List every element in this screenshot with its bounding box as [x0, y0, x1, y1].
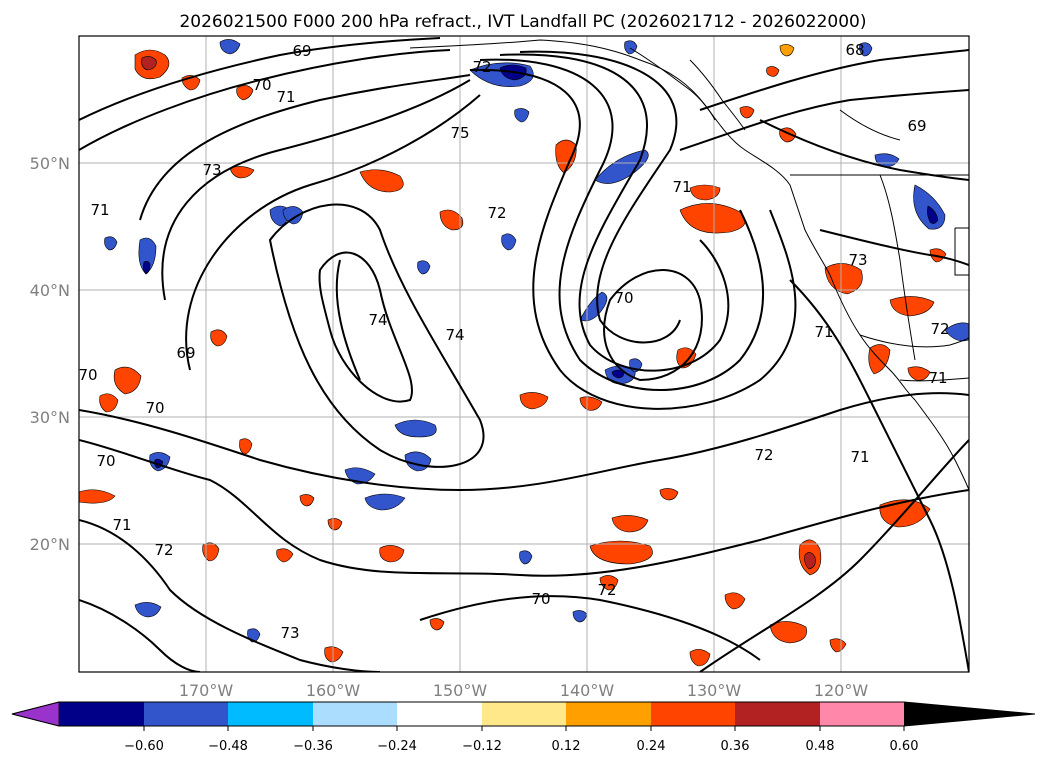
- colorbar-segment: [59, 702, 144, 726]
- lon-label-150w: 150°W: [433, 681, 488, 700]
- contour-label: 69: [907, 117, 926, 135]
- lat-label-50n: 50°N: [30, 154, 70, 173]
- contour-label: 71: [112, 516, 131, 534]
- lon-label-130w: 130°W: [687, 681, 742, 700]
- colorbar-segment: [482, 702, 566, 726]
- contour-label: 74: [368, 311, 387, 329]
- lat-label-20n: 20°N: [30, 535, 70, 554]
- contour-label: 71: [814, 323, 833, 341]
- map-area: 69 68 70 71 72 69 73 75 71 73 72 74 74 6…: [78, 35, 970, 673]
- contour-label: 74: [445, 326, 464, 344]
- colorbar-ticks: [143, 726, 905, 731]
- colorbar-segment: [651, 702, 735, 726]
- contour-label: 72: [930, 320, 949, 338]
- lat-label-40n: 40°N: [30, 281, 70, 300]
- contour-lines: [79, 37, 969, 672]
- contour-label: 71: [928, 369, 947, 387]
- contour-label: 73: [848, 251, 867, 269]
- colorbar-segment: [144, 702, 228, 726]
- contour-label: 75: [450, 124, 469, 142]
- colorbar-tick-label: −0.60: [124, 739, 164, 754]
- contour-label: 69: [176, 344, 195, 362]
- colorbar-segment: [566, 702, 651, 726]
- contour-label: 68: [845, 41, 864, 59]
- contour-label: 71: [850, 448, 869, 466]
- contour-labels: 69 68 70 71 72 69 73 75 71 73 72 74 74 6…: [78, 41, 950, 642]
- map-frame: [78, 35, 970, 673]
- colorbar-segment: [313, 702, 397, 726]
- colorbar-tick-label: −0.36: [293, 739, 333, 754]
- colorbar-tick-labels: −0.60 −0.48 −0.36 −0.24 −0.12 0.12 0.24 …: [124, 739, 918, 754]
- longitude-labels: 170°W 160°W 150°W 140°W 130°W 120°W: [179, 681, 869, 700]
- contour-label: 70: [531, 590, 550, 608]
- lon-label-140w: 140°W: [560, 681, 615, 700]
- contour-label: 70: [614, 289, 633, 307]
- colorbar-tick-label: −0.12: [462, 739, 502, 754]
- contour-label: 70: [96, 452, 115, 470]
- map-title: 2026021500 F000 200 hPa refract., IVT La…: [179, 12, 866, 32]
- map-background: [79, 36, 969, 672]
- colorbar-tick-label: 0.48: [806, 739, 835, 754]
- contour-label: 71: [90, 201, 109, 219]
- colorbar-tick-label: −0.24: [377, 739, 417, 754]
- contour-label: 72: [487, 204, 506, 222]
- lon-label-160w: 160°W: [306, 681, 361, 700]
- colorbar-tick-label: −0.48: [208, 739, 248, 754]
- colorbar-extend-min: [11, 701, 60, 727]
- colorbar-segment: [735, 702, 820, 726]
- coastlines: [409, 39, 969, 491]
- colorbar-segment: [397, 702, 482, 726]
- contour-label: 71: [672, 178, 691, 196]
- contour-label: 70: [252, 76, 271, 94]
- contour-label: 70: [78, 366, 97, 384]
- lat-label-30n: 30°N: [30, 408, 70, 427]
- contour-label: 71: [276, 88, 295, 106]
- lon-label-120w: 120°W: [814, 681, 869, 700]
- contour-label: 72: [754, 446, 773, 464]
- positive-anomaly-blobs: [79, 44, 947, 667]
- lon-label-170w: 170°W: [179, 681, 234, 700]
- contour-label: 73: [202, 161, 221, 179]
- colorbar: −0.60 −0.48 −0.36 −0.24 −0.12 0.12 0.24 …: [11, 701, 1036, 754]
- contour-label: 72: [597, 581, 616, 599]
- contour-label: 69: [292, 42, 311, 60]
- colorbar-tick-label: 0.12: [552, 739, 581, 754]
- colorbar-tick-label: 0.60: [890, 739, 919, 754]
- colorbar-tick-label: 0.36: [721, 739, 750, 754]
- colorbar-segment: [820, 702, 904, 726]
- colorbar-extend-max: [904, 702, 1035, 726]
- contour-label: 73: [280, 624, 299, 642]
- contour-label: 72: [472, 58, 491, 76]
- contour-label: 72: [154, 541, 173, 559]
- gridlines: [79, 36, 969, 672]
- colorbar-segment: [228, 702, 313, 726]
- colorbar-tick-label: 0.24: [637, 739, 666, 754]
- contour-label: 70: [145, 399, 164, 417]
- latitude-labels: 50°N 40°N 30°N 20°N: [30, 154, 70, 554]
